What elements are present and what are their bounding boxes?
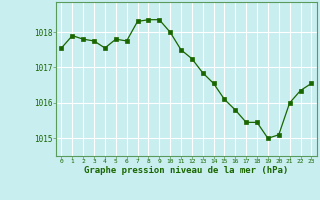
X-axis label: Graphe pression niveau de la mer (hPa): Graphe pression niveau de la mer (hPa) xyxy=(84,166,289,175)
